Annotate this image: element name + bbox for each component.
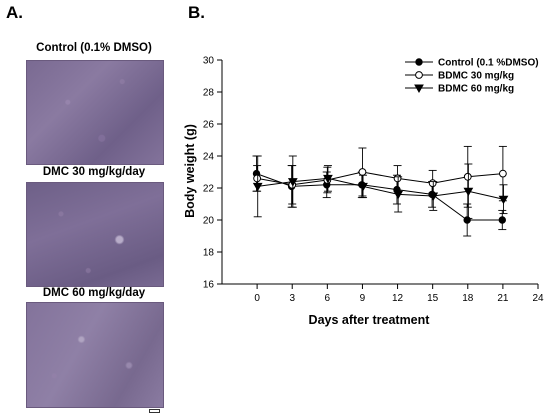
legend-label: BDMC 30 mg/kg [438, 71, 514, 82]
data-point [393, 174, 402, 183]
micrograph-dmc-60 [26, 302, 164, 408]
data-point [323, 174, 333, 184]
data-point [253, 174, 262, 183]
legend-marker [414, 84, 424, 94]
micrograph-control [26, 60, 164, 165]
chart-legend: Control (0.1 %DMSO) BDMC 30 mg/kg BDMC 60 … [405, 58, 539, 95]
y-tick-label: 18 [203, 248, 215, 259]
data-point [463, 216, 471, 224]
data-point [252, 182, 263, 192]
x-tick-label: 21 [497, 293, 509, 304]
y-tick-label: 22 [203, 184, 215, 195]
data-point [498, 216, 506, 224]
data-point [498, 195, 509, 205]
x-tick-label: 24 [532, 293, 544, 304]
legend-marker [415, 71, 423, 79]
x-tick-label: 12 [392, 293, 404, 304]
legend-label: BDMC 60 mg/kg [438, 84, 514, 95]
data-point [287, 178, 298, 187]
image-caption-control: Control (0.1% DMSO) [36, 42, 152, 54]
data-point [428, 179, 437, 188]
legend-label: Control (0.1 %DMSO) [438, 58, 539, 69]
panel-a-label: A. [6, 3, 23, 22]
data-point [498, 169, 507, 178]
data-point [428, 192, 439, 202]
x-tick-label: 0 [254, 293, 260, 304]
x-tick-label: 6 [325, 293, 331, 304]
legend-marker [415, 58, 423, 66]
chart-axes: 0 3 6 9 12 15 18 21 24 16 18 20 22 24 26 28 30 [203, 56, 544, 305]
data-point [393, 190, 404, 200]
x-axis-label: Days after treatment [309, 313, 431, 327]
series-line [257, 177, 504, 200]
series-line [257, 171, 503, 186]
data-point [463, 172, 472, 181]
x-tick-label: 3 [289, 293, 295, 304]
image-caption-dmc-60: DMC 60 mg/kg/day [42, 287, 146, 299]
micrograph-dmc-30 [26, 182, 164, 287]
series-3 [252, 155, 509, 219]
x-tick-label: 18 [462, 293, 474, 304]
y-tick-label: 16 [203, 280, 215, 291]
series-line [256, 173, 503, 221]
x-tick-label: 9 [360, 293, 366, 304]
y-tick-label: 30 [203, 56, 215, 67]
y-tick-label: 28 [203, 88, 215, 99]
data-point [358, 182, 368, 192]
series-2 [253, 145, 507, 208]
y-tick-label: 24 [203, 152, 215, 163]
data-point [358, 168, 367, 176]
panel-b-label: B. [188, 3, 205, 22]
image-caption-dmc-30: DMC 30 mg/kg/day [42, 166, 146, 178]
y-tick-label: 20 [203, 216, 215, 227]
y-axis-label: Body weight (g) [183, 124, 197, 218]
x-tick-label: 15 [427, 293, 439, 304]
chart-series [252, 145, 509, 237]
scale-bar [149, 409, 160, 413]
y-tick-label: 26 [203, 120, 215, 131]
data-point [463, 187, 474, 197]
